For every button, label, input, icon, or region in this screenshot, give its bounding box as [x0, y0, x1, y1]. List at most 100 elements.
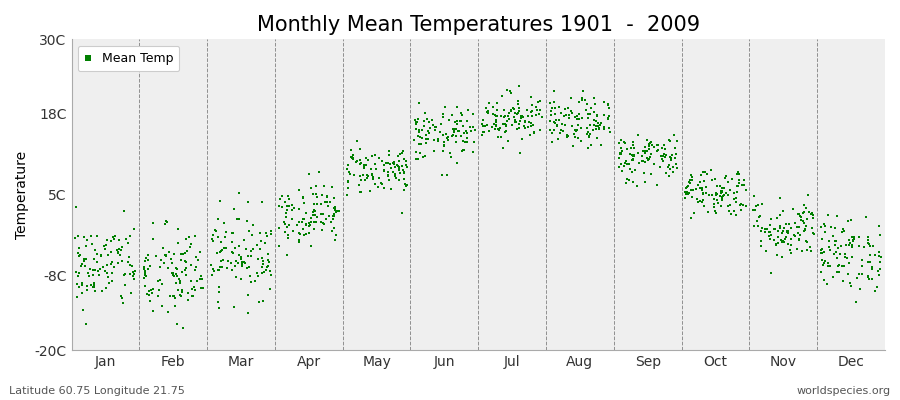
Mean Temp: [804, 248, 818, 254]
Mean Temp: [318, 199, 332, 205]
Mean Temp: [329, 207, 344, 214]
Mean Temp: [511, 98, 526, 104]
Mean Temp: [391, 163, 405, 169]
Mean Temp: [663, 138, 678, 144]
Mean Temp: [590, 123, 604, 130]
Mean Temp: [184, 286, 199, 293]
Mean Temp: [626, 152, 640, 158]
Mean Temp: [167, 302, 182, 309]
Mean Temp: [454, 118, 469, 124]
Mean Temp: [783, 247, 797, 253]
Mean Temp: [716, 192, 731, 199]
Mean Temp: [770, 242, 784, 248]
Mean Temp: [247, 246, 261, 252]
Mean Temp: [566, 131, 580, 137]
Mean Temp: [455, 147, 470, 153]
Mean Temp: [196, 285, 211, 291]
Mean Temp: [709, 192, 724, 198]
Mean Temp: [839, 242, 853, 248]
Text: worldspecies.org: worldspecies.org: [796, 386, 891, 396]
Mean Temp: [178, 266, 193, 273]
Mean Temp: [344, 154, 358, 160]
Mean Temp: [852, 271, 867, 277]
Mean Temp: [814, 257, 829, 264]
Mean Temp: [463, 124, 477, 130]
Mean Temp: [374, 180, 388, 186]
Mean Temp: [737, 176, 751, 183]
Mean Temp: [138, 272, 152, 278]
Mean Temp: [489, 118, 503, 125]
Mean Temp: [216, 245, 230, 251]
Mean Temp: [464, 128, 478, 134]
Mean Temp: [589, 118, 603, 124]
Mean Temp: [153, 257, 167, 263]
Mean Temp: [417, 122, 431, 129]
Mean Temp: [728, 199, 742, 206]
Mean Temp: [114, 293, 129, 299]
Mean Temp: [753, 213, 768, 219]
Mean Temp: [358, 162, 373, 168]
Mean Temp: [377, 184, 392, 191]
Mean Temp: [299, 210, 313, 216]
Mean Temp: [303, 242, 318, 249]
Mean Temp: [126, 272, 140, 279]
Mean Temp: [755, 225, 770, 231]
Mean Temp: [438, 104, 453, 110]
Mean Temp: [172, 276, 186, 282]
Mean Temp: [81, 269, 95, 276]
Mean Temp: [252, 299, 266, 306]
Mean Temp: [752, 214, 767, 220]
Mean Temp: [364, 172, 379, 178]
Mean Temp: [602, 125, 616, 131]
Mean Temp: [460, 134, 474, 141]
Y-axis label: Temperature: Temperature: [15, 151, 29, 239]
Mean Temp: [450, 117, 464, 124]
Mean Temp: [709, 210, 724, 216]
Mean Temp: [454, 148, 469, 154]
Mean Temp: [86, 267, 100, 273]
Mean Temp: [580, 101, 594, 108]
Mean Temp: [411, 129, 426, 136]
Mean Temp: [309, 183, 323, 189]
Mean Temp: [437, 138, 452, 145]
Mean Temp: [650, 182, 664, 188]
Mean Temp: [353, 160, 367, 167]
Mean Temp: [663, 156, 678, 163]
Mean Temp: [670, 138, 684, 144]
Mean Temp: [489, 123, 503, 130]
Mean Temp: [686, 187, 700, 193]
Mean Temp: [365, 174, 380, 180]
Mean Temp: [254, 238, 268, 244]
Mean Temp: [75, 261, 89, 267]
Mean Temp: [528, 112, 543, 118]
Mean Temp: [245, 232, 259, 238]
Mean Temp: [788, 232, 802, 239]
Mean Temp: [571, 122, 585, 128]
Mean Temp: [74, 263, 88, 270]
Mean Temp: [806, 212, 820, 218]
Mean Temp: [436, 114, 450, 120]
Mean Temp: [656, 151, 670, 158]
Mean Temp: [736, 202, 751, 208]
Mean Temp: [763, 236, 778, 242]
Mean Temp: [544, 108, 558, 114]
Mean Temp: [706, 196, 721, 202]
Mean Temp: [356, 171, 370, 178]
Mean Temp: [275, 192, 290, 199]
Mean Temp: [506, 105, 520, 112]
Mean Temp: [244, 253, 258, 260]
Mean Temp: [421, 119, 436, 125]
Mean Temp: [524, 120, 538, 126]
Mean Temp: [792, 236, 806, 242]
Mean Temp: [543, 100, 557, 106]
Mean Temp: [240, 265, 255, 272]
Mean Temp: [524, 122, 538, 129]
Mean Temp: [869, 284, 884, 290]
Mean Temp: [786, 206, 800, 212]
Mean Temp: [806, 230, 821, 236]
Mean Temp: [118, 271, 132, 277]
Mean Temp: [789, 246, 804, 252]
Mean Temp: [626, 152, 640, 159]
Mean Temp: [414, 141, 428, 148]
Mean Temp: [391, 153, 405, 160]
